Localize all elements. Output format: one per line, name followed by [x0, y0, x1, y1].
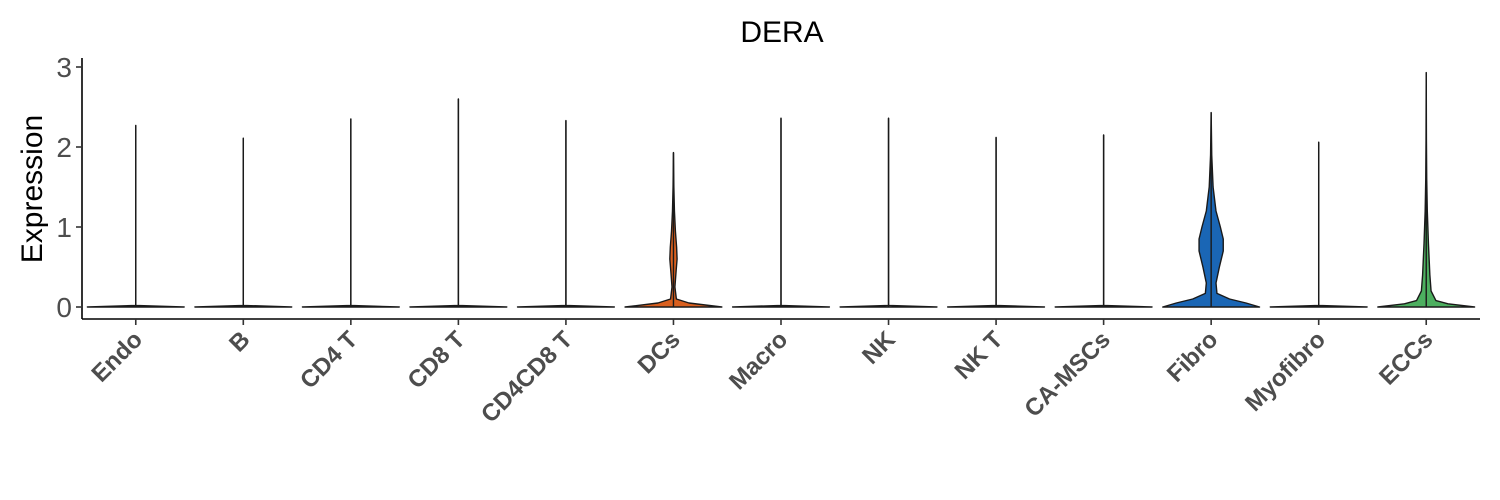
- y-tick-label: 0: [56, 292, 72, 323]
- x-tick-label: Endo: [86, 326, 148, 388]
- x-tick-label: B: [224, 326, 255, 357]
- y-axis-label: Expression: [16, 115, 49, 263]
- x-tick-label: CD8 T: [403, 326, 471, 394]
- x-axis: Endo B CD4 T CD8 T CD4CD8 T DCs Macro NK NK T CA-…: [82, 318, 1480, 428]
- x-tick-label: CD4CD8 T: [476, 326, 578, 428]
- x-tick-label: CD4 T: [295, 326, 363, 394]
- x-tick-label: Macro: [724, 326, 793, 395]
- x-tick-label: Myofibro: [1240, 326, 1331, 417]
- y-axis: 0 1 2 3: [56, 52, 83, 323]
- y-tick-label: 3: [56, 52, 72, 83]
- x-tick-label: ECCs: [1374, 326, 1438, 390]
- x-tick-label: NK T: [950, 326, 1009, 385]
- y-tick-label: 2: [56, 132, 72, 163]
- chart-title: DERA: [740, 16, 823, 49]
- x-tick-label: DCs: [633, 326, 686, 379]
- y-tick-label: 1: [56, 212, 72, 243]
- x-tick-label: Fibro: [1162, 326, 1224, 388]
- x-tick-label: CA-MSCs: [1019, 326, 1115, 422]
- x-tick-label: NK: [857, 326, 901, 370]
- violin-layer: [86, 71, 1476, 308]
